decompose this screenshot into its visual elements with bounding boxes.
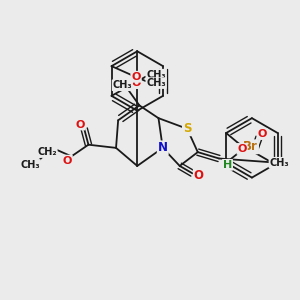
Text: O: O xyxy=(237,144,247,154)
Text: CH₂: CH₂ xyxy=(37,147,57,157)
Text: O: O xyxy=(131,78,141,88)
Text: N: N xyxy=(158,141,168,154)
Text: CH₃: CH₃ xyxy=(269,158,289,168)
Text: O: O xyxy=(258,129,267,139)
Text: CH₃: CH₃ xyxy=(20,160,40,170)
Text: O: O xyxy=(194,169,204,182)
Text: S: S xyxy=(183,122,191,135)
Text: O: O xyxy=(75,119,85,130)
Text: CH₃: CH₃ xyxy=(146,78,166,88)
Text: CH₃: CH₃ xyxy=(146,70,166,80)
Text: Br: Br xyxy=(243,140,258,153)
Text: H: H xyxy=(223,160,232,170)
Text: O: O xyxy=(131,72,141,82)
Text: CH₃: CH₃ xyxy=(112,80,132,90)
Text: O: O xyxy=(62,156,72,166)
